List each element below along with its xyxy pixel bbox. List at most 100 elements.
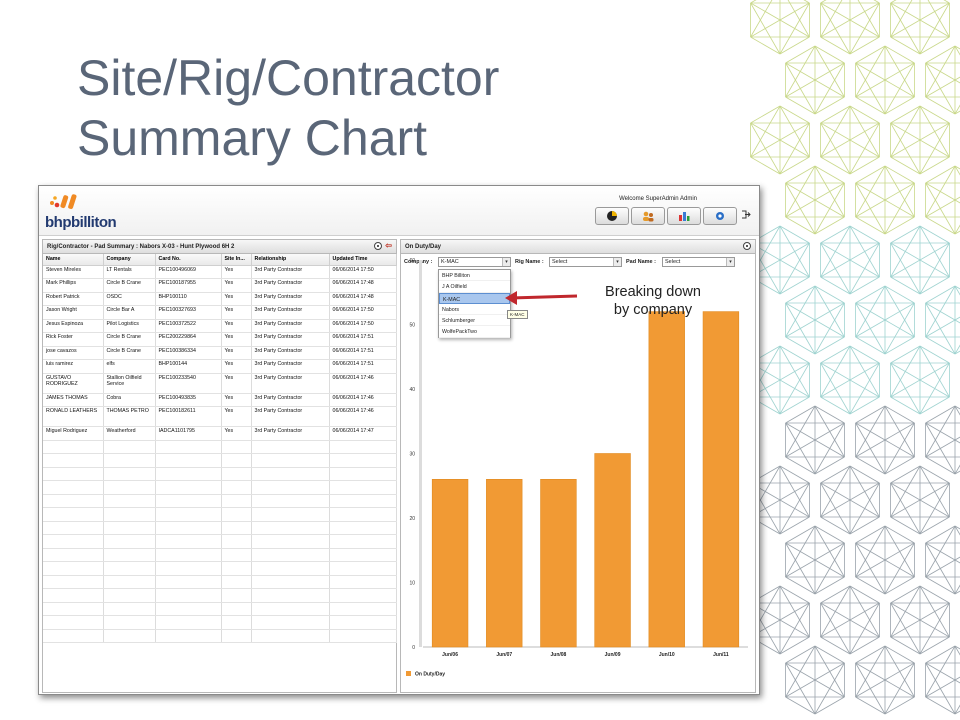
company-option[interactable]: BHP Billiton xyxy=(439,270,510,282)
column-header[interactable]: Updated Time xyxy=(329,254,397,266)
users-button[interactable] xyxy=(631,207,665,225)
table-cell: 3rd Party Contractor xyxy=(251,319,330,333)
column-header[interactable]: Site In... xyxy=(221,254,252,266)
table-cell xyxy=(251,602,330,616)
table-cell xyxy=(43,467,104,481)
chart-annotation: Breaking down by company xyxy=(591,283,715,319)
toolbar xyxy=(595,207,737,225)
table-cell xyxy=(43,588,104,603)
table-row[interactable]: JAMES THOMAS Cobra PEC100493835 Yes 3rd Part… xyxy=(43,393,397,407)
table-row[interactable]: Mark Phillips Circle B Crane PEC100187955 Y… xyxy=(43,278,397,293)
table-cell: OSDC xyxy=(103,292,156,306)
rig-name-select[interactable]: Select ▾ xyxy=(549,257,622,267)
polyhedron-shape xyxy=(855,285,915,355)
contractor-table: Name Company Card No. Site In... Relatio… xyxy=(43,254,397,643)
table-row[interactable]: Jason Wright Circle Bar A PEC100327693 Yes 3… xyxy=(43,305,397,320)
polyhedron-shape xyxy=(925,45,960,115)
polyhedron-shape xyxy=(820,105,880,175)
y-tick-label: 40 xyxy=(409,387,415,393)
table-cell xyxy=(221,467,252,481)
empty-table-row xyxy=(43,507,397,522)
table-cell xyxy=(103,548,156,562)
table-cell xyxy=(329,575,397,589)
polyhedron-shape xyxy=(890,345,950,415)
settings-button[interactable] xyxy=(703,207,737,225)
table-cell: Yes xyxy=(221,265,252,279)
table-row[interactable]: jose cavazos Circle B Crane PEC100386334 Ye… xyxy=(43,346,397,360)
table-cell xyxy=(329,453,397,468)
panel-header: On Duty/Day xyxy=(401,240,755,254)
column-header[interactable]: Company xyxy=(103,254,156,266)
decorative-geometric-background xyxy=(750,0,960,715)
table-row[interactable]: Jesus Espinoza Pilot Logistics PEC10037252… xyxy=(43,319,397,333)
table-cell xyxy=(221,521,252,535)
table-cell: Circle B Crane xyxy=(103,278,156,293)
table-row[interactable]: Robert Patrick OSDC BHP100110 Yes 3rd Party … xyxy=(43,292,397,306)
table-cell xyxy=(329,521,397,535)
company-option[interactable]: WolfePackTwo xyxy=(439,326,510,338)
polyhedron-shape xyxy=(785,405,845,475)
table-cell: Yes xyxy=(221,373,252,394)
table-cell xyxy=(329,588,397,603)
table-cell: Weatherford xyxy=(103,426,156,441)
y-axis-line xyxy=(419,260,422,647)
company-option[interactable]: Nabors xyxy=(439,304,510,316)
legend-swatch xyxy=(406,671,411,676)
pad-name-select[interactable]: Select ▾ xyxy=(662,257,735,267)
filter-bar: Company : K-MAC ▾ Rig Name : Select ▾ Pa… xyxy=(401,255,755,269)
table-cell: 06/06/2014 17:48 xyxy=(329,278,397,293)
table-cell: THOMAS PETRO xyxy=(103,406,156,427)
table-cell xyxy=(329,467,397,481)
table-cell xyxy=(329,629,397,643)
table-cell xyxy=(43,453,104,468)
table-cell xyxy=(103,534,156,549)
table-cell xyxy=(251,494,330,508)
table-cell xyxy=(43,575,104,589)
logout-button[interactable] xyxy=(741,210,751,221)
polyhedron-shape xyxy=(925,525,960,595)
table-row[interactable]: Rick Foster Circle B Crane PEC200229864 Yes… xyxy=(43,332,397,347)
company-option[interactable]: J A Oilfield xyxy=(439,281,510,293)
company-option[interactable]: Schlumberger xyxy=(439,315,510,327)
table-cell: LT Rentals xyxy=(103,265,156,279)
bar-chart-icon xyxy=(679,212,690,221)
table-row[interactable]: RONALD LEATHERS THOMAS PETRO PEC100182611 Y… xyxy=(43,406,397,427)
company-select[interactable]: K-MAC ▾ xyxy=(438,257,511,267)
panel-title: On Duty/Day xyxy=(405,244,442,250)
table-row[interactable]: Miguel Rodriguez Weatherford IADCA1101795 Y… xyxy=(43,426,397,441)
table-cell xyxy=(43,629,104,643)
table-row[interactable]: GUSTAVO RODRIGUEZ Stallion Oilfield Servi… xyxy=(43,373,397,394)
polyhedron-shape xyxy=(750,0,810,55)
table-cell xyxy=(103,588,156,603)
table-cell: 3rd Party Contractor xyxy=(251,265,330,279)
column-header[interactable]: Name xyxy=(43,254,104,266)
bar-chart-button[interactable] xyxy=(667,207,701,225)
polyhedron-shape xyxy=(785,525,845,595)
table-cell xyxy=(221,615,252,630)
x-tick-label: Jun/09 xyxy=(605,652,621,658)
table-cell: 06/06/2014 17:48 xyxy=(329,292,397,306)
view-option-icon[interactable] xyxy=(374,242,383,250)
table-cell xyxy=(221,534,252,549)
polyhedron-shape xyxy=(820,465,880,535)
polyhedron-shape xyxy=(785,45,845,115)
table-cell xyxy=(329,507,397,522)
empty-table-row xyxy=(43,588,397,603)
table-cell xyxy=(155,494,222,508)
table-cell: Pilot Logistics xyxy=(103,319,156,333)
table-header-row: Name Company Card No. Site In... Relatio… xyxy=(43,254,397,266)
table-cell xyxy=(221,548,252,562)
view-option-icon[interactable] xyxy=(743,242,751,250)
table-cell xyxy=(43,521,104,535)
company-option[interactable]: K-MAC xyxy=(439,292,510,304)
table-row[interactable]: luis ramirez elfs BHP100144 Yes 3rd Party Co… xyxy=(43,359,397,374)
table-cell xyxy=(251,561,330,576)
table-cell: Circle B Crane xyxy=(103,332,156,347)
polyhedron-shape xyxy=(855,645,915,715)
column-header[interactable]: Card No. xyxy=(155,254,222,266)
option-tooltip: K-MAC xyxy=(507,310,528,319)
column-header[interactable]: Relationship xyxy=(251,254,330,266)
table-row[interactable]: Steven Mireles LT Rentals PEC100496069 Yes 3… xyxy=(43,265,397,279)
pie-chart-button[interactable] xyxy=(595,207,629,225)
back-arrow-icon[interactable]: ⇦ xyxy=(385,241,392,250)
